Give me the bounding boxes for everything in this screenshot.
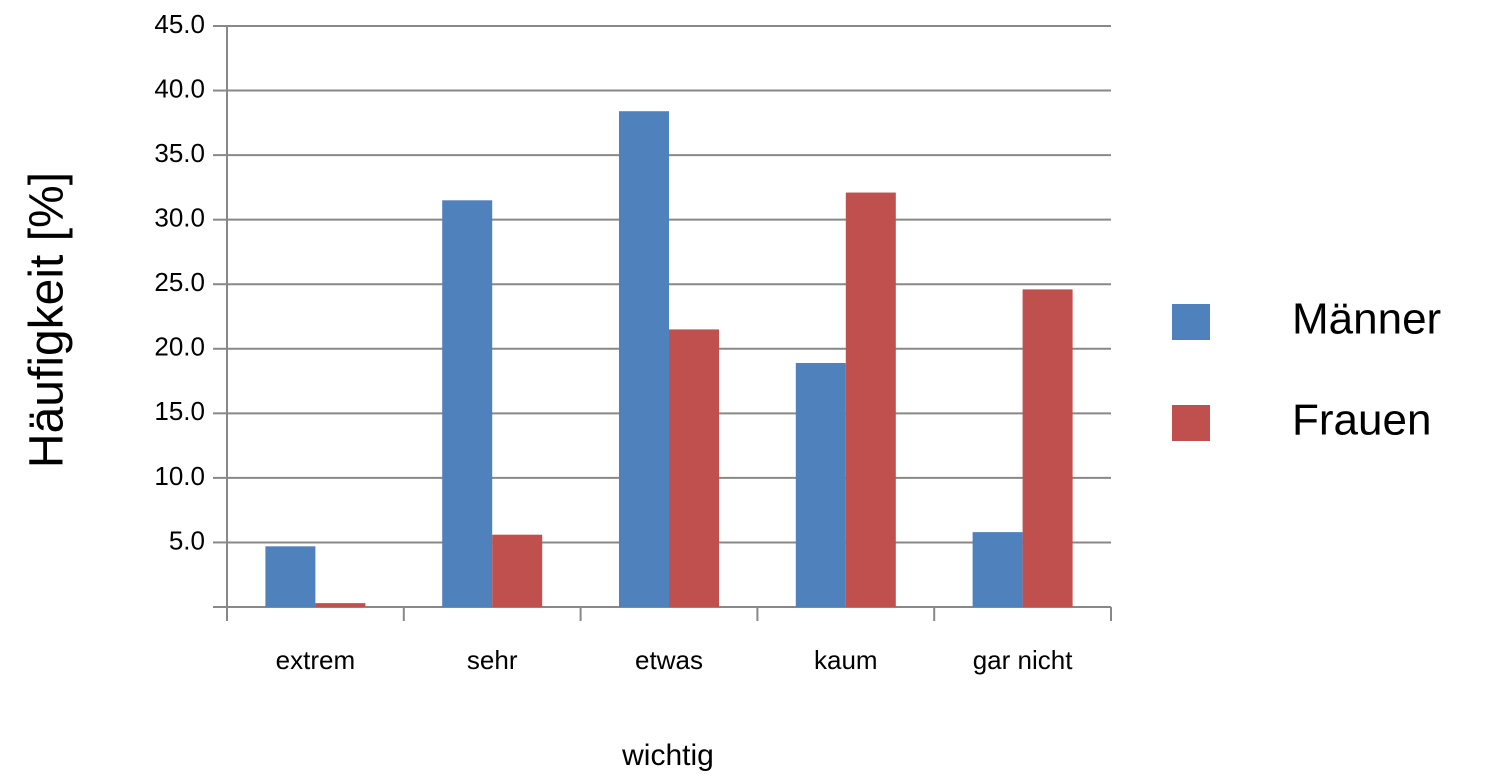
y-tick-label: 15.0: [154, 396, 205, 426]
y-axis-label: Häufigkeit [%]: [21, 172, 74, 468]
bar: [1022, 289, 1073, 607]
x-tick-label: gar nicht: [973, 645, 1073, 675]
bar: [795, 362, 846, 607]
y-tick-label: 40.0: [154, 73, 205, 103]
legend-label: Frauen: [1292, 396, 1431, 445]
bar: [315, 603, 366, 607]
x-tick-label: extrem: [276, 645, 355, 675]
bar: [442, 200, 493, 608]
y-tick-label: 35.0: [154, 138, 205, 168]
legend-label: Männer: [1292, 295, 1441, 344]
x-tick-label: kaum: [814, 645, 878, 675]
y-tick-label: 10.0: [154, 461, 205, 491]
y-tick-label: 25.0: [154, 267, 205, 297]
y-tick-label: 45.0: [154, 9, 205, 39]
bar: [265, 546, 316, 607]
bar: [972, 532, 1023, 607]
y-tick-label: 20.0: [154, 332, 205, 362]
bar: [619, 111, 669, 608]
y-tick-label: 30.0: [154, 203, 205, 233]
x-tick-label: sehr: [467, 645, 518, 675]
x-tick-label: etwas: [635, 645, 703, 675]
bar: [669, 329, 719, 607]
legend-swatch: [1172, 405, 1210, 441]
x-axis-label: wichtig: [621, 739, 714, 772]
bar: [845, 192, 896, 607]
legend-swatch: [1172, 304, 1210, 340]
y-tick-label: 5.0: [169, 525, 205, 555]
bar: [492, 534, 543, 607]
